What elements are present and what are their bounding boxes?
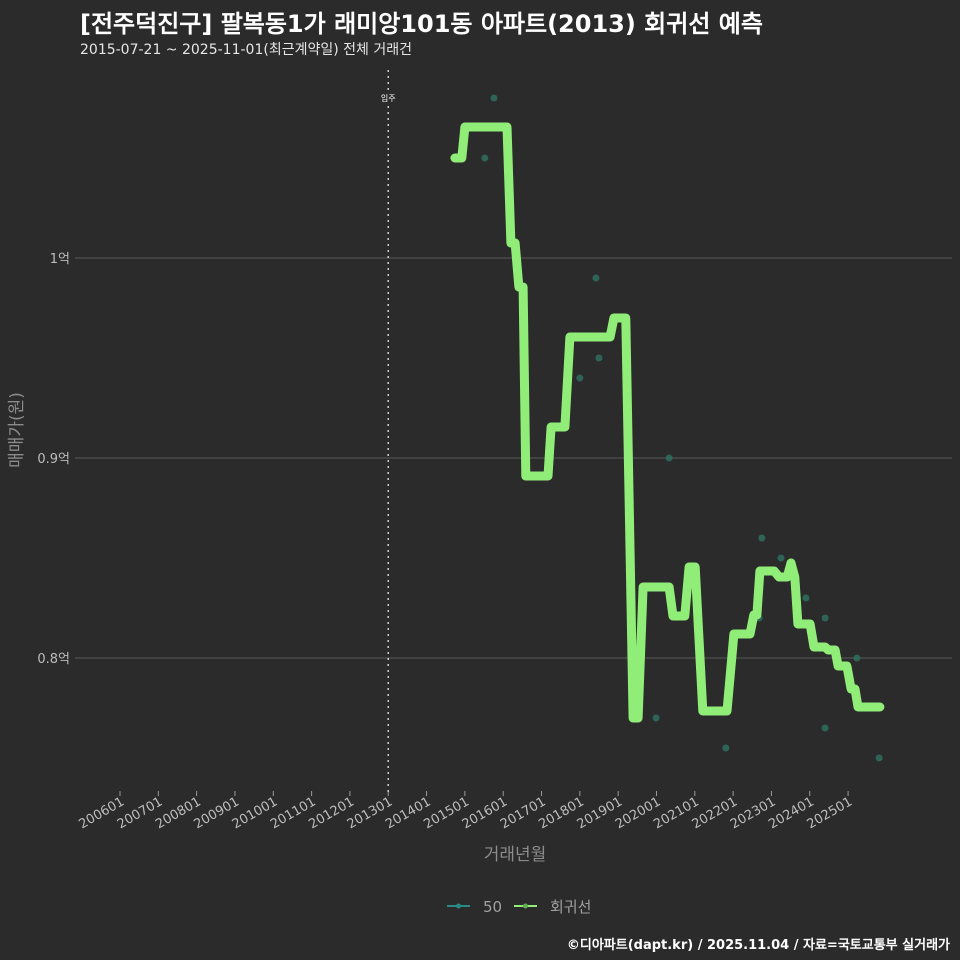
legend: 50 회귀선 xyxy=(447,898,591,916)
x-axis-title: 거래년월 xyxy=(484,845,547,865)
y-axis-title: 매매가(원) xyxy=(7,392,27,468)
data-point xyxy=(821,724,829,732)
y-tick-label: 0.8억 xyxy=(37,652,70,667)
data-point xyxy=(853,654,861,662)
data-point xyxy=(576,374,584,382)
footer-credit: ©디아파트(dapt.kr) / 2025.11.04 / 자료=국토교통부 실… xyxy=(566,938,950,953)
data-point xyxy=(595,354,603,362)
legend-label-regression: 회귀선 xyxy=(550,898,591,916)
data-point xyxy=(652,714,660,722)
legend-item-50[interactable]: 50 xyxy=(447,898,502,916)
data-point xyxy=(802,594,810,602)
move-in-label: 입주 xyxy=(381,94,396,103)
data-point xyxy=(481,154,489,162)
chart-subtitle: 2015-07-21 ~ 2025-11-01(최근계약일) 전체 거래건 xyxy=(80,42,412,58)
legend-item-regression[interactable]: 회귀선 xyxy=(514,898,591,916)
data-point xyxy=(665,454,673,462)
chart-title: [전주덕진구] 팔복동1가 래미앙101동 아파트(2013) 회귀선 예측 xyxy=(80,10,763,38)
data-point xyxy=(821,614,829,622)
data-point xyxy=(777,554,785,562)
data-point xyxy=(758,534,766,542)
legend-label-50: 50 xyxy=(483,898,502,916)
data-point xyxy=(875,754,883,762)
y-tick-label: 1억 xyxy=(50,252,70,267)
regression-line xyxy=(450,122,885,723)
y-tick-label: 0.9억 xyxy=(37,452,70,467)
move-in-label-bg xyxy=(378,92,399,102)
data-point xyxy=(592,274,600,282)
data-point xyxy=(490,94,498,102)
data-point xyxy=(722,744,730,752)
